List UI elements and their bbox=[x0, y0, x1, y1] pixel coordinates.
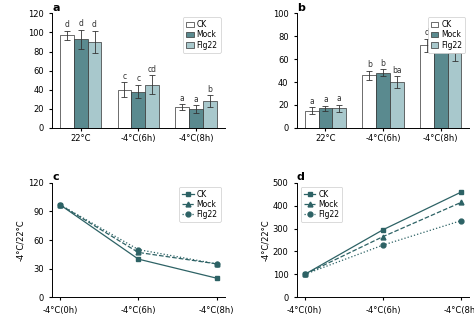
Y-axis label: -4°C/22°C: -4°C/22°C bbox=[16, 219, 25, 261]
Line: Mock: Mock bbox=[302, 200, 464, 277]
Line: Flg22: Flg22 bbox=[57, 202, 219, 266]
Bar bbox=[74, 39, 88, 128]
Text: a: a bbox=[180, 94, 184, 103]
CK bbox=[302, 272, 308, 276]
Bar bbox=[362, 75, 376, 128]
Text: c: c bbox=[52, 172, 59, 182]
Bar bbox=[60, 35, 74, 128]
Line: Flg22: Flg22 bbox=[302, 218, 464, 277]
Line: CK: CK bbox=[302, 189, 464, 277]
Text: b: b bbox=[381, 59, 385, 68]
Mock bbox=[214, 262, 219, 266]
Bar bbox=[319, 108, 332, 128]
Legend: CK, Mock, Flg22: CK, Mock, Flg22 bbox=[301, 187, 342, 222]
Bar bbox=[189, 109, 203, 128]
Text: d: d bbox=[78, 19, 83, 28]
Text: c: c bbox=[453, 35, 456, 44]
CK bbox=[458, 190, 464, 194]
Flg22 bbox=[57, 203, 63, 207]
Bar bbox=[118, 90, 131, 128]
Bar bbox=[145, 85, 159, 128]
Bar bbox=[434, 43, 447, 128]
CK bbox=[136, 257, 141, 261]
Mock bbox=[302, 272, 308, 276]
Bar bbox=[447, 53, 461, 128]
Text: ba: ba bbox=[392, 65, 402, 74]
CK bbox=[57, 203, 63, 207]
Bar bbox=[175, 107, 189, 128]
Bar bbox=[390, 82, 404, 128]
Text: d: d bbox=[438, 27, 443, 36]
Text: d: d bbox=[92, 20, 97, 29]
Text: a: a bbox=[52, 3, 60, 13]
Mock bbox=[458, 200, 464, 204]
Text: a: a bbox=[337, 94, 342, 103]
Bar bbox=[305, 111, 319, 128]
Text: b: b bbox=[207, 85, 212, 94]
Text: d: d bbox=[64, 20, 69, 29]
Bar bbox=[332, 108, 346, 128]
CK bbox=[380, 228, 386, 232]
Flg22 bbox=[214, 262, 219, 266]
Text: a: a bbox=[193, 95, 198, 104]
Bar bbox=[88, 42, 101, 128]
Text: b: b bbox=[297, 3, 305, 13]
Flg22 bbox=[458, 218, 464, 222]
Text: a: a bbox=[309, 97, 314, 106]
Legend: CK, Mock, Flg22: CK, Mock, Flg22 bbox=[179, 187, 221, 222]
Legend: CK, Mock, Flg22: CK, Mock, Flg22 bbox=[428, 17, 465, 52]
Mock bbox=[57, 203, 63, 207]
Text: c: c bbox=[136, 74, 140, 84]
Bar bbox=[376, 73, 390, 128]
Flg22 bbox=[380, 243, 386, 247]
Legend: CK, Mock, Flg22: CK, Mock, Flg22 bbox=[183, 17, 221, 52]
Bar bbox=[420, 45, 434, 128]
Flg22 bbox=[136, 247, 141, 252]
Y-axis label: -4°C/22°C: -4°C/22°C bbox=[261, 219, 270, 261]
Text: b: b bbox=[367, 60, 372, 69]
Text: a: a bbox=[323, 96, 328, 104]
Text: c: c bbox=[122, 71, 127, 80]
Mock bbox=[380, 234, 386, 238]
Line: Mock: Mock bbox=[57, 202, 219, 266]
Text: d: d bbox=[424, 28, 429, 37]
Line: CK: CK bbox=[57, 202, 219, 281]
Mock bbox=[136, 250, 141, 255]
Text: d: d bbox=[297, 172, 305, 182]
Bar bbox=[203, 101, 217, 128]
Text: cd: cd bbox=[147, 65, 156, 74]
Bar bbox=[131, 92, 145, 128]
CK bbox=[214, 276, 219, 280]
Flg22 bbox=[302, 272, 308, 276]
